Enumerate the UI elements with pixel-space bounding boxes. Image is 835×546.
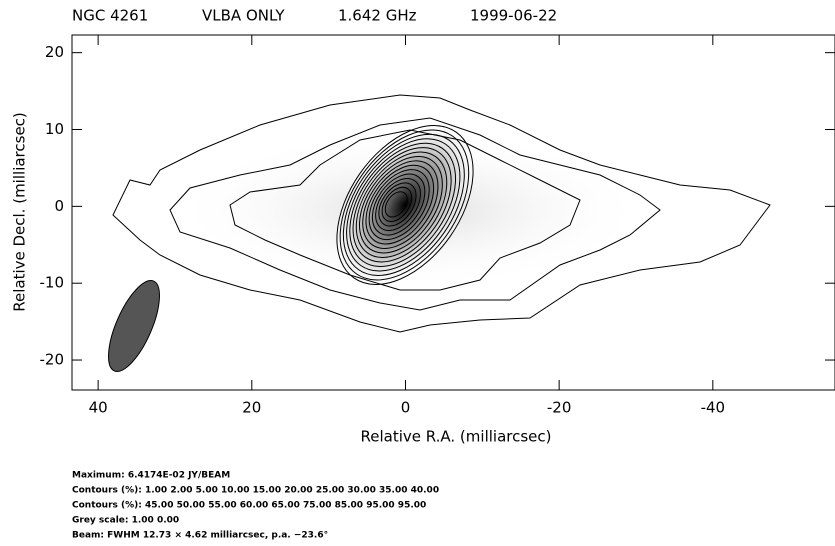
x-tick-label: 0 — [401, 399, 411, 417]
x-tick-label: 20 — [242, 399, 261, 417]
chart: NGC 4261 VLBA ONLY 1.642 GHz 1999-06-22 … — [0, 0, 835, 546]
header-date: 1999-06-22 — [470, 7, 557, 25]
note: Grey scale: 1.00 0.00 — [72, 516, 179, 526]
note: Contours (%): 1.00 2.00 5.00 10.00 15.00… — [72, 486, 439, 496]
x-tick-label: -20 — [547, 399, 572, 417]
note: Contours (%): 45.00 50.00 55.00 60.00 65… — [72, 501, 426, 511]
y-tick-label: 20 — [45, 43, 64, 61]
x-tick-label: -40 — [701, 399, 726, 417]
header-frequency: 1.642 GHz — [338, 7, 417, 25]
note: Beam: FWHM 12.73 × 4.62 milliarcsec, p.a… — [72, 531, 328, 541]
y-tick-label: 10 — [45, 120, 64, 138]
y-tick-label: 0 — [54, 197, 64, 215]
beam — [98, 274, 170, 378]
note: Maximum: 6.4174E-02 JY/BEAM — [72, 471, 230, 481]
x-axis-label: Relative R.A. (milliarcsec) — [360, 428, 551, 446]
map — [98, 95, 770, 378]
y-tick-label: -10 — [40, 274, 65, 292]
y-tick-label: -20 — [40, 351, 65, 369]
header-array: VLBA ONLY — [202, 7, 285, 25]
page: NGC 4261 VLBA ONLY 1.642 GHz 1999-06-22 … — [0, 0, 835, 546]
y-axis-label: Relative Decl. (milliarcsec) — [11, 112, 29, 312]
header-source: NGC 4261 — [72, 7, 148, 25]
x-tick-label: 40 — [89, 399, 108, 417]
